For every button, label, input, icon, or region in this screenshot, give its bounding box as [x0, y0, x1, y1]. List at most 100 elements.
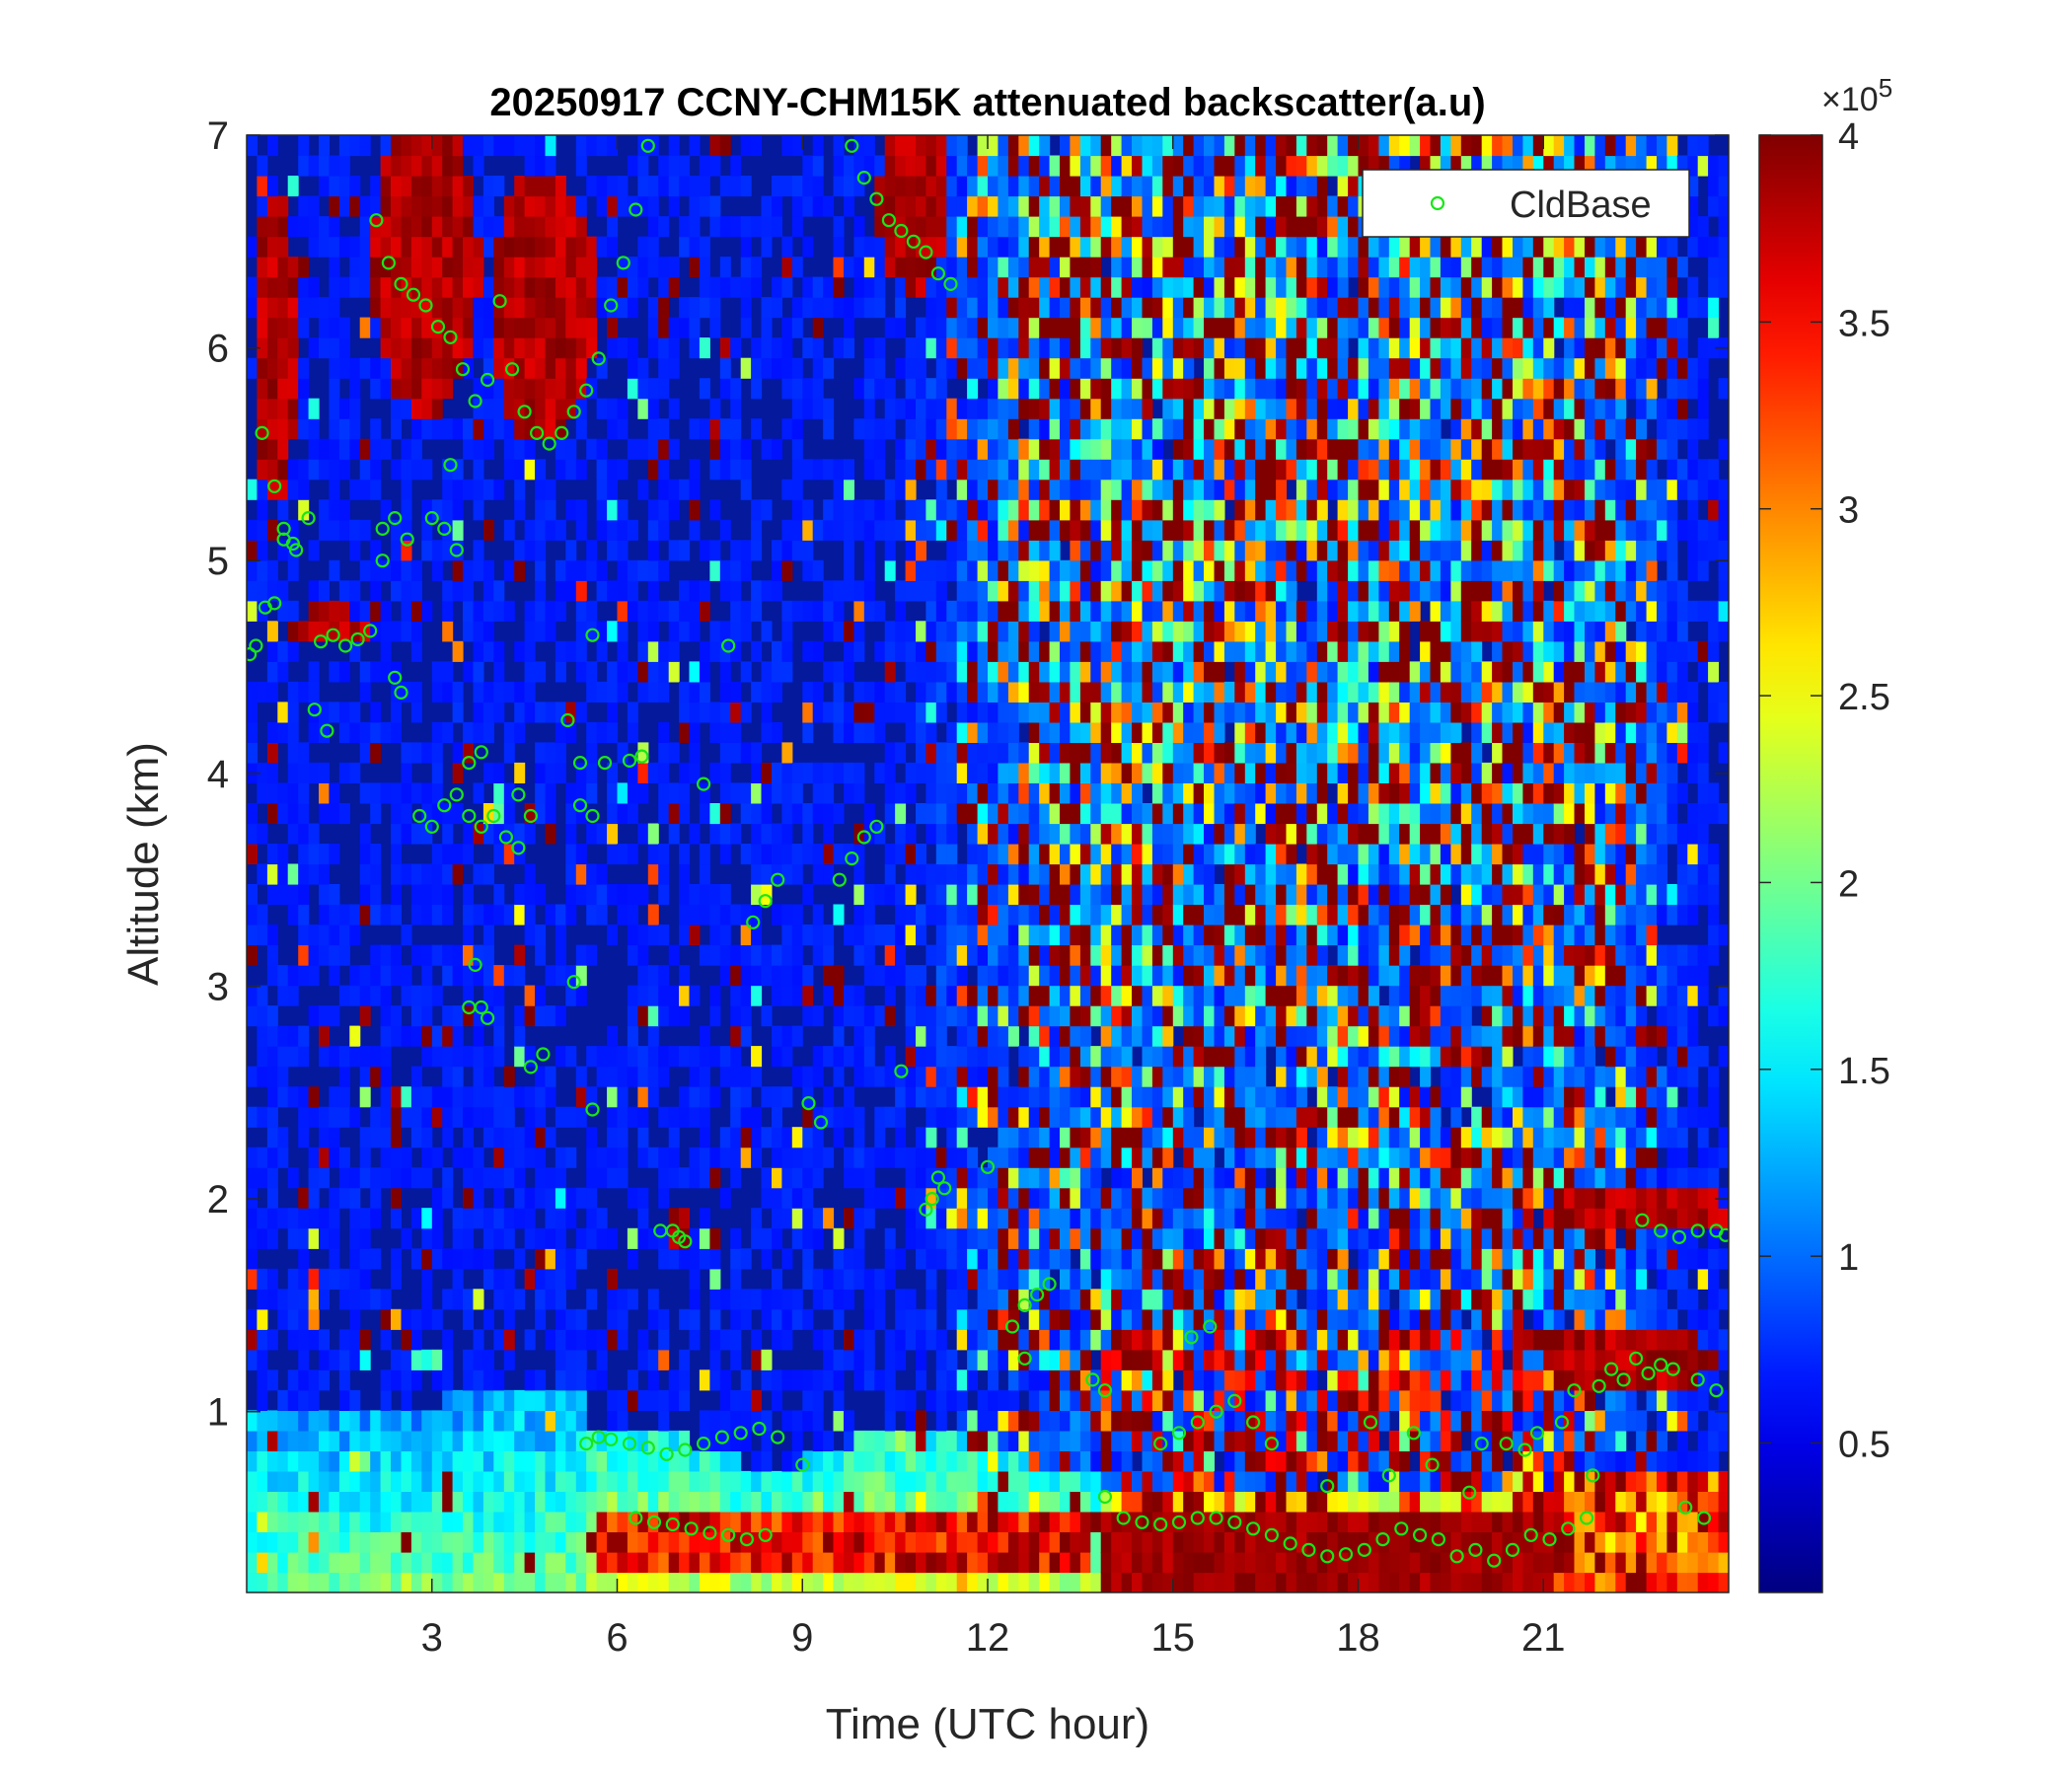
heatmap-cell: [833, 762, 845, 783]
heatmap-cell: [812, 1410, 824, 1432]
heatmap-cell: [699, 297, 710, 319]
heatmap-cell: [565, 438, 577, 460]
heatmap-cell: [319, 1369, 330, 1391]
heatmap-cell: [329, 1086, 340, 1108]
heatmap-cell: [555, 519, 566, 541]
heatmap-cell: [338, 1066, 350, 1087]
heatmap-cell: [647, 1066, 659, 1087]
heatmap-cell: [895, 297, 907, 319]
heatmap-cell: [1049, 925, 1061, 946]
heatmap-cell: [772, 337, 782, 359]
heatmap-cell: [586, 176, 598, 197]
heatmap-cell: [1039, 1410, 1051, 1432]
heatmap-cell: [473, 418, 484, 440]
heatmap-cell: [287, 621, 299, 642]
heatmap-cell: [1132, 499, 1143, 521]
heatmap-cell: [719, 257, 731, 278]
heatmap-cell: [802, 1491, 814, 1513]
heatmap-cell: [699, 1248, 710, 1270]
heatmap-cell: [751, 844, 763, 865]
heatmap-cell: [421, 1167, 433, 1189]
heatmap-cell: [349, 1248, 361, 1270]
heatmap-cell: [988, 317, 999, 338]
heatmap-cell: [1007, 1410, 1019, 1432]
heatmap-cell: [359, 1531, 371, 1553]
heatmap-cell: [421, 884, 433, 906]
heatmap-cell: [977, 276, 989, 298]
heatmap-cell: [709, 195, 721, 217]
heatmap-cell: [463, 600, 474, 622]
heatmap-cell: [823, 1470, 835, 1492]
heatmap-cell: [401, 600, 412, 622]
heatmap-cell: [586, 559, 598, 581]
heatmap-cell: [1028, 823, 1040, 845]
heatmap-cell: [844, 559, 854, 581]
heatmap-cell: [298, 1127, 310, 1148]
heatmap-cell: [1100, 1289, 1112, 1310]
heatmap-cell: [853, 681, 865, 703]
heatmap-cell: [925, 580, 937, 602]
heatmap-cell: [1060, 297, 1071, 319]
heatmap-cell: [812, 378, 824, 400]
heatmap-cell: [473, 540, 484, 561]
heatmap-cell: [916, 1025, 926, 1047]
heatmap-cell: [647, 925, 659, 946]
heatmap-cell: [524, 621, 536, 642]
heatmap-cell: [1090, 418, 1102, 440]
heatmap-cell: [802, 925, 814, 946]
heatmap-cell: [1007, 904, 1019, 925]
heatmap-cell: [514, 702, 526, 723]
heatmap-cell: [535, 378, 547, 400]
heatmap-cell: [863, 965, 875, 987]
heatmap-cell: [482, 1552, 494, 1574]
heatmap-cell: [863, 236, 875, 258]
heatmap-cell: [977, 1046, 989, 1068]
heatmap-cell: [1049, 176, 1061, 197]
heatmap-cell: [956, 721, 968, 743]
heatmap-cell: [1121, 884, 1133, 906]
heatmap-cell: [565, 1511, 577, 1532]
heatmap-cell: [1070, 1410, 1081, 1432]
heatmap-cell: [1090, 1531, 1102, 1553]
heatmap-cell: [998, 580, 1009, 602]
heatmap-cell: [812, 357, 824, 379]
heatmap-cell: [1132, 257, 1143, 278]
heatmap-cell: [895, 844, 907, 865]
heatmap-cell: [1049, 1369, 1061, 1391]
heatmap-cell: [956, 925, 968, 946]
heatmap-cell: [781, 559, 793, 581]
heatmap-cell: [658, 438, 670, 460]
heatmap-cell: [266, 559, 278, 581]
heatmap-cell: [535, 1308, 547, 1330]
heatmap-cell: [658, 418, 670, 440]
heatmap-cell: [1007, 155, 1019, 177]
heatmap-cell: [761, 721, 773, 743]
heatmap-cell: [1049, 1329, 1061, 1351]
heatmap-cell: [946, 337, 958, 359]
heatmap-cell: [1039, 317, 1051, 338]
heatmap-cell: [431, 681, 443, 703]
heatmap-cell: [977, 1268, 989, 1290]
heatmap-cell: [637, 1552, 649, 1574]
heatmap-cell: [977, 1410, 989, 1432]
heatmap-cell: [482, 1410, 494, 1432]
heatmap-cell: [524, 1410, 536, 1432]
heatmap-cell: [1111, 479, 1123, 500]
heatmap-cell: [1162, 499, 1174, 521]
heatmap-cell: [1079, 904, 1091, 925]
heatmap-cell: [637, 600, 649, 622]
heatmap-cell: [1132, 661, 1143, 683]
heatmap-cell: [935, 1450, 947, 1472]
heatmap-cell: [772, 904, 782, 925]
heatmap-cell: [565, 1106, 577, 1128]
heatmap-cell: [431, 1511, 443, 1532]
heatmap-cell: [627, 985, 638, 1006]
heatmap-cell: [607, 1147, 619, 1168]
heatmap-cell: [1151, 236, 1163, 258]
heatmap-cell: [781, 1147, 793, 1168]
heatmap-cell: [401, 1025, 412, 1047]
heatmap-cell: [359, 1511, 371, 1532]
heatmap-cell: [905, 1450, 917, 1472]
heatmap-cell: [463, 236, 474, 258]
heatmap-cell: [1018, 155, 1030, 177]
